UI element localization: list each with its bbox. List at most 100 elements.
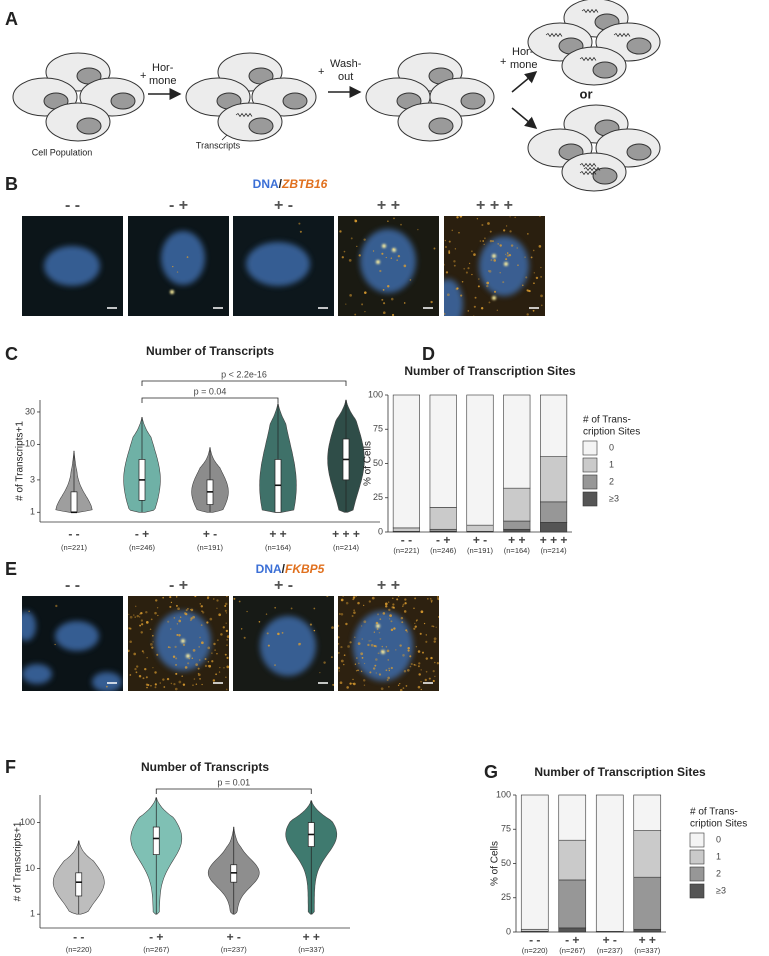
transcript (613, 32, 631, 38)
speckle (243, 636, 246, 639)
speckle (128, 613, 130, 616)
speckle (351, 615, 354, 618)
bar-segment (540, 456, 568, 503)
speckle (414, 664, 417, 666)
speckle (346, 686, 349, 689)
speckle (345, 303, 347, 305)
speckle (372, 667, 376, 670)
x-tick-label: - - (73, 930, 84, 944)
bar-segment (633, 794, 662, 831)
speckle (192, 684, 194, 686)
speckle (174, 687, 178, 691)
speckle (226, 656, 229, 659)
nucleus (428, 117, 454, 135)
bar-segment (466, 394, 494, 526)
speckle (414, 622, 416, 625)
speckle (358, 254, 361, 257)
bar-segment (429, 528, 457, 532)
step-text: mone (510, 59, 538, 71)
speckle (184, 666, 188, 669)
speckle (414, 625, 417, 628)
speckle (190, 608, 194, 612)
speckle (219, 666, 221, 669)
speckle (481, 224, 484, 227)
speckle (28, 610, 30, 613)
speckle (198, 646, 200, 648)
bar-segment (558, 879, 587, 929)
speckle (415, 645, 418, 648)
speckle (362, 679, 366, 682)
nucleus (161, 231, 205, 285)
image-label: + + + (476, 197, 513, 214)
legend-swatch (582, 491, 598, 507)
speckle (319, 671, 321, 674)
speckle (151, 646, 154, 649)
bar-segment (633, 830, 662, 878)
speckle (445, 271, 449, 274)
speckle (393, 217, 395, 220)
speckle (444, 245, 448, 249)
speckle (349, 682, 352, 685)
speckle (224, 653, 227, 656)
speckle (417, 228, 419, 231)
speckle (483, 243, 485, 245)
speckle (224, 604, 227, 607)
x-tick-label: + + (639, 933, 656, 947)
speckle (343, 654, 346, 656)
speckle (216, 607, 218, 609)
speckle (420, 610, 424, 614)
speckle (396, 259, 398, 261)
speckle (174, 645, 177, 649)
speckle (417, 650, 421, 653)
speckle (54, 643, 56, 646)
x-tick-label: + + + (540, 533, 568, 547)
speckle (129, 615, 133, 619)
speckle (405, 629, 408, 632)
speckle (493, 290, 497, 293)
arrow (511, 107, 538, 129)
speckle (407, 646, 410, 650)
spot (376, 260, 380, 264)
speckle (392, 603, 395, 606)
speckle (509, 230, 512, 233)
speckle (368, 640, 371, 642)
speckle (352, 682, 354, 685)
x-tick-label: + - (603, 933, 617, 947)
speckle (406, 631, 408, 633)
speckle (364, 291, 367, 294)
speckle (379, 269, 382, 273)
speckle (403, 302, 406, 304)
speckle (467, 310, 470, 312)
spot (181, 639, 185, 643)
speckle (514, 216, 516, 219)
speckle (375, 621, 379, 625)
speckle (195, 683, 198, 686)
speckle (299, 230, 302, 233)
speckle (390, 297, 394, 301)
speckle (175, 604, 178, 607)
speckle (540, 276, 542, 278)
arrow (511, 71, 538, 93)
speckle (152, 666, 154, 669)
speckle (152, 641, 154, 643)
nucleus (626, 143, 652, 161)
bar-segment (503, 520, 531, 530)
speckle (211, 652, 213, 654)
speckle (490, 259, 493, 261)
speckle (338, 643, 340, 645)
micrograph (338, 216, 439, 316)
bar-segment (558, 794, 587, 841)
speckle (388, 686, 390, 688)
speckle (206, 621, 209, 624)
speckle (354, 219, 356, 221)
legend-swatch (689, 832, 705, 848)
speckle (207, 665, 210, 667)
speckle (488, 270, 492, 273)
bar-segment (429, 394, 457, 508)
legend-swatch (689, 883, 705, 899)
step-text: out (338, 71, 353, 83)
nucleus (592, 167, 618, 185)
micrograph-content (128, 216, 229, 316)
legend-swatch (689, 849, 705, 865)
speckle (170, 628, 172, 630)
